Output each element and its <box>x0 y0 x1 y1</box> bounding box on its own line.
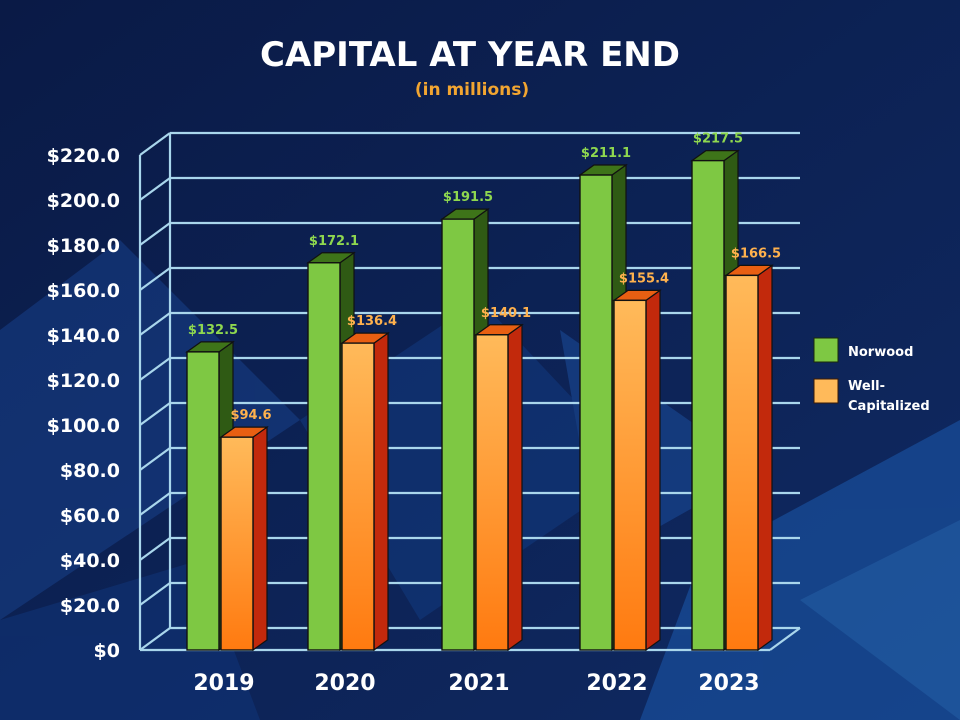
y-tick-label: $160.0 <box>47 280 120 302</box>
data-label-well-capitalized: $136.4 <box>347 314 397 329</box>
gridline-side <box>139 357 171 381</box>
gridline-side <box>139 447 171 471</box>
bar-well-capitalized-2023: $166.5 <box>724 246 781 652</box>
bar-well-capitalized-2020: $136.4 <box>340 314 397 652</box>
bar-side <box>757 264 773 652</box>
gridline-side <box>139 132 171 156</box>
data-label-norwood: $211.1 <box>581 146 631 161</box>
data-label-norwood: $172.1 <box>309 234 359 249</box>
bar-front <box>341 342 375 651</box>
legend-label-norwood: Norwood <box>848 345 913 360</box>
y-tick-label: $40.0 <box>60 550 120 572</box>
x-axis-categories: 2019 2020 2021 2022 2023 <box>193 671 759 696</box>
legend-label-well-capitalized-line1: Well- <box>848 379 885 394</box>
gridline-side <box>139 267 171 291</box>
x-category-label: 2021 <box>448 671 509 696</box>
bar-side <box>252 425 268 652</box>
y-axis-ticks: $0 $20.0 $40.0 $60.0 $80.0 $100.0 $120.0 $140.0… <box>47 145 120 662</box>
bar-front <box>307 262 341 651</box>
legend-swatch-norwood <box>813 337 839 363</box>
x-category-label: 2023 <box>698 671 759 696</box>
y-tick-label: $100.0 <box>47 415 120 437</box>
data-label-well-capitalized: $140.1 <box>481 306 531 321</box>
bar-front <box>220 436 254 651</box>
gridline-side <box>139 492 171 516</box>
data-label-well-capitalized: $94.6 <box>230 408 271 423</box>
data-label-norwood: $132.5 <box>188 323 238 338</box>
y-tick-label: $80.0 <box>60 460 120 482</box>
bar-side <box>645 289 661 652</box>
bar-side <box>373 331 389 652</box>
y-tick-label: $200.0 <box>47 190 120 212</box>
bars: $132.5 $94.6 $172.1 $136.4 $191.5 $140.1 $211.… <box>185 132 781 652</box>
legend-label-well-capitalized-line2: Capitalized <box>848 399 930 414</box>
data-label-norwood: $191.5 <box>443 190 493 205</box>
y-tick-label: $60.0 <box>60 505 120 527</box>
legend-swatch-well-capitalized <box>813 378 839 404</box>
bar-well-capitalized-2019: $94.6 <box>219 408 272 652</box>
x-category-label: 2020 <box>314 671 375 696</box>
gridline-side <box>139 537 171 561</box>
bar-front <box>579 174 613 651</box>
x-category-label: 2019 <box>193 671 254 696</box>
gridline-side <box>139 312 171 336</box>
bar-front <box>691 159 725 651</box>
legend: Norwood Well- Capitalized <box>813 337 930 414</box>
bar-front <box>186 351 220 651</box>
gridline-side <box>139 222 171 246</box>
bar-front <box>725 274 759 651</box>
gridline-side <box>139 402 171 426</box>
gridline-side <box>139 627 171 651</box>
bar-norwood-2022: $211.1 <box>578 146 631 652</box>
x-category-label: 2022 <box>586 671 647 696</box>
floor-edge <box>769 627 801 651</box>
bar-front <box>441 218 475 651</box>
bar-front <box>475 334 509 651</box>
data-label-norwood: $217.5 <box>693 132 743 147</box>
data-label-well-capitalized: $155.4 <box>619 271 669 286</box>
y-tick-label: $140.0 <box>47 325 120 347</box>
y-tick-label: $0 <box>94 640 120 662</box>
gridline-side <box>139 582 171 606</box>
y-tick-label: $120.0 <box>47 370 120 392</box>
bar-side <box>507 323 523 652</box>
y-tick-label: $180.0 <box>47 235 120 257</box>
chart-title: CAPITAL AT YEAR END <box>260 35 680 75</box>
chart-subtitle: (in millions) <box>415 80 529 100</box>
bar-well-capitalized-2021: $140.1 <box>474 306 531 652</box>
bar-front <box>613 299 647 651</box>
y-tick-label: $220.0 <box>47 145 120 167</box>
bar-well-capitalized-2022: $155.4 <box>612 271 669 652</box>
y-tick-label: $20.0 <box>60 595 120 617</box>
data-label-well-capitalized: $166.5 <box>731 246 781 261</box>
gridline-side <box>139 177 171 201</box>
